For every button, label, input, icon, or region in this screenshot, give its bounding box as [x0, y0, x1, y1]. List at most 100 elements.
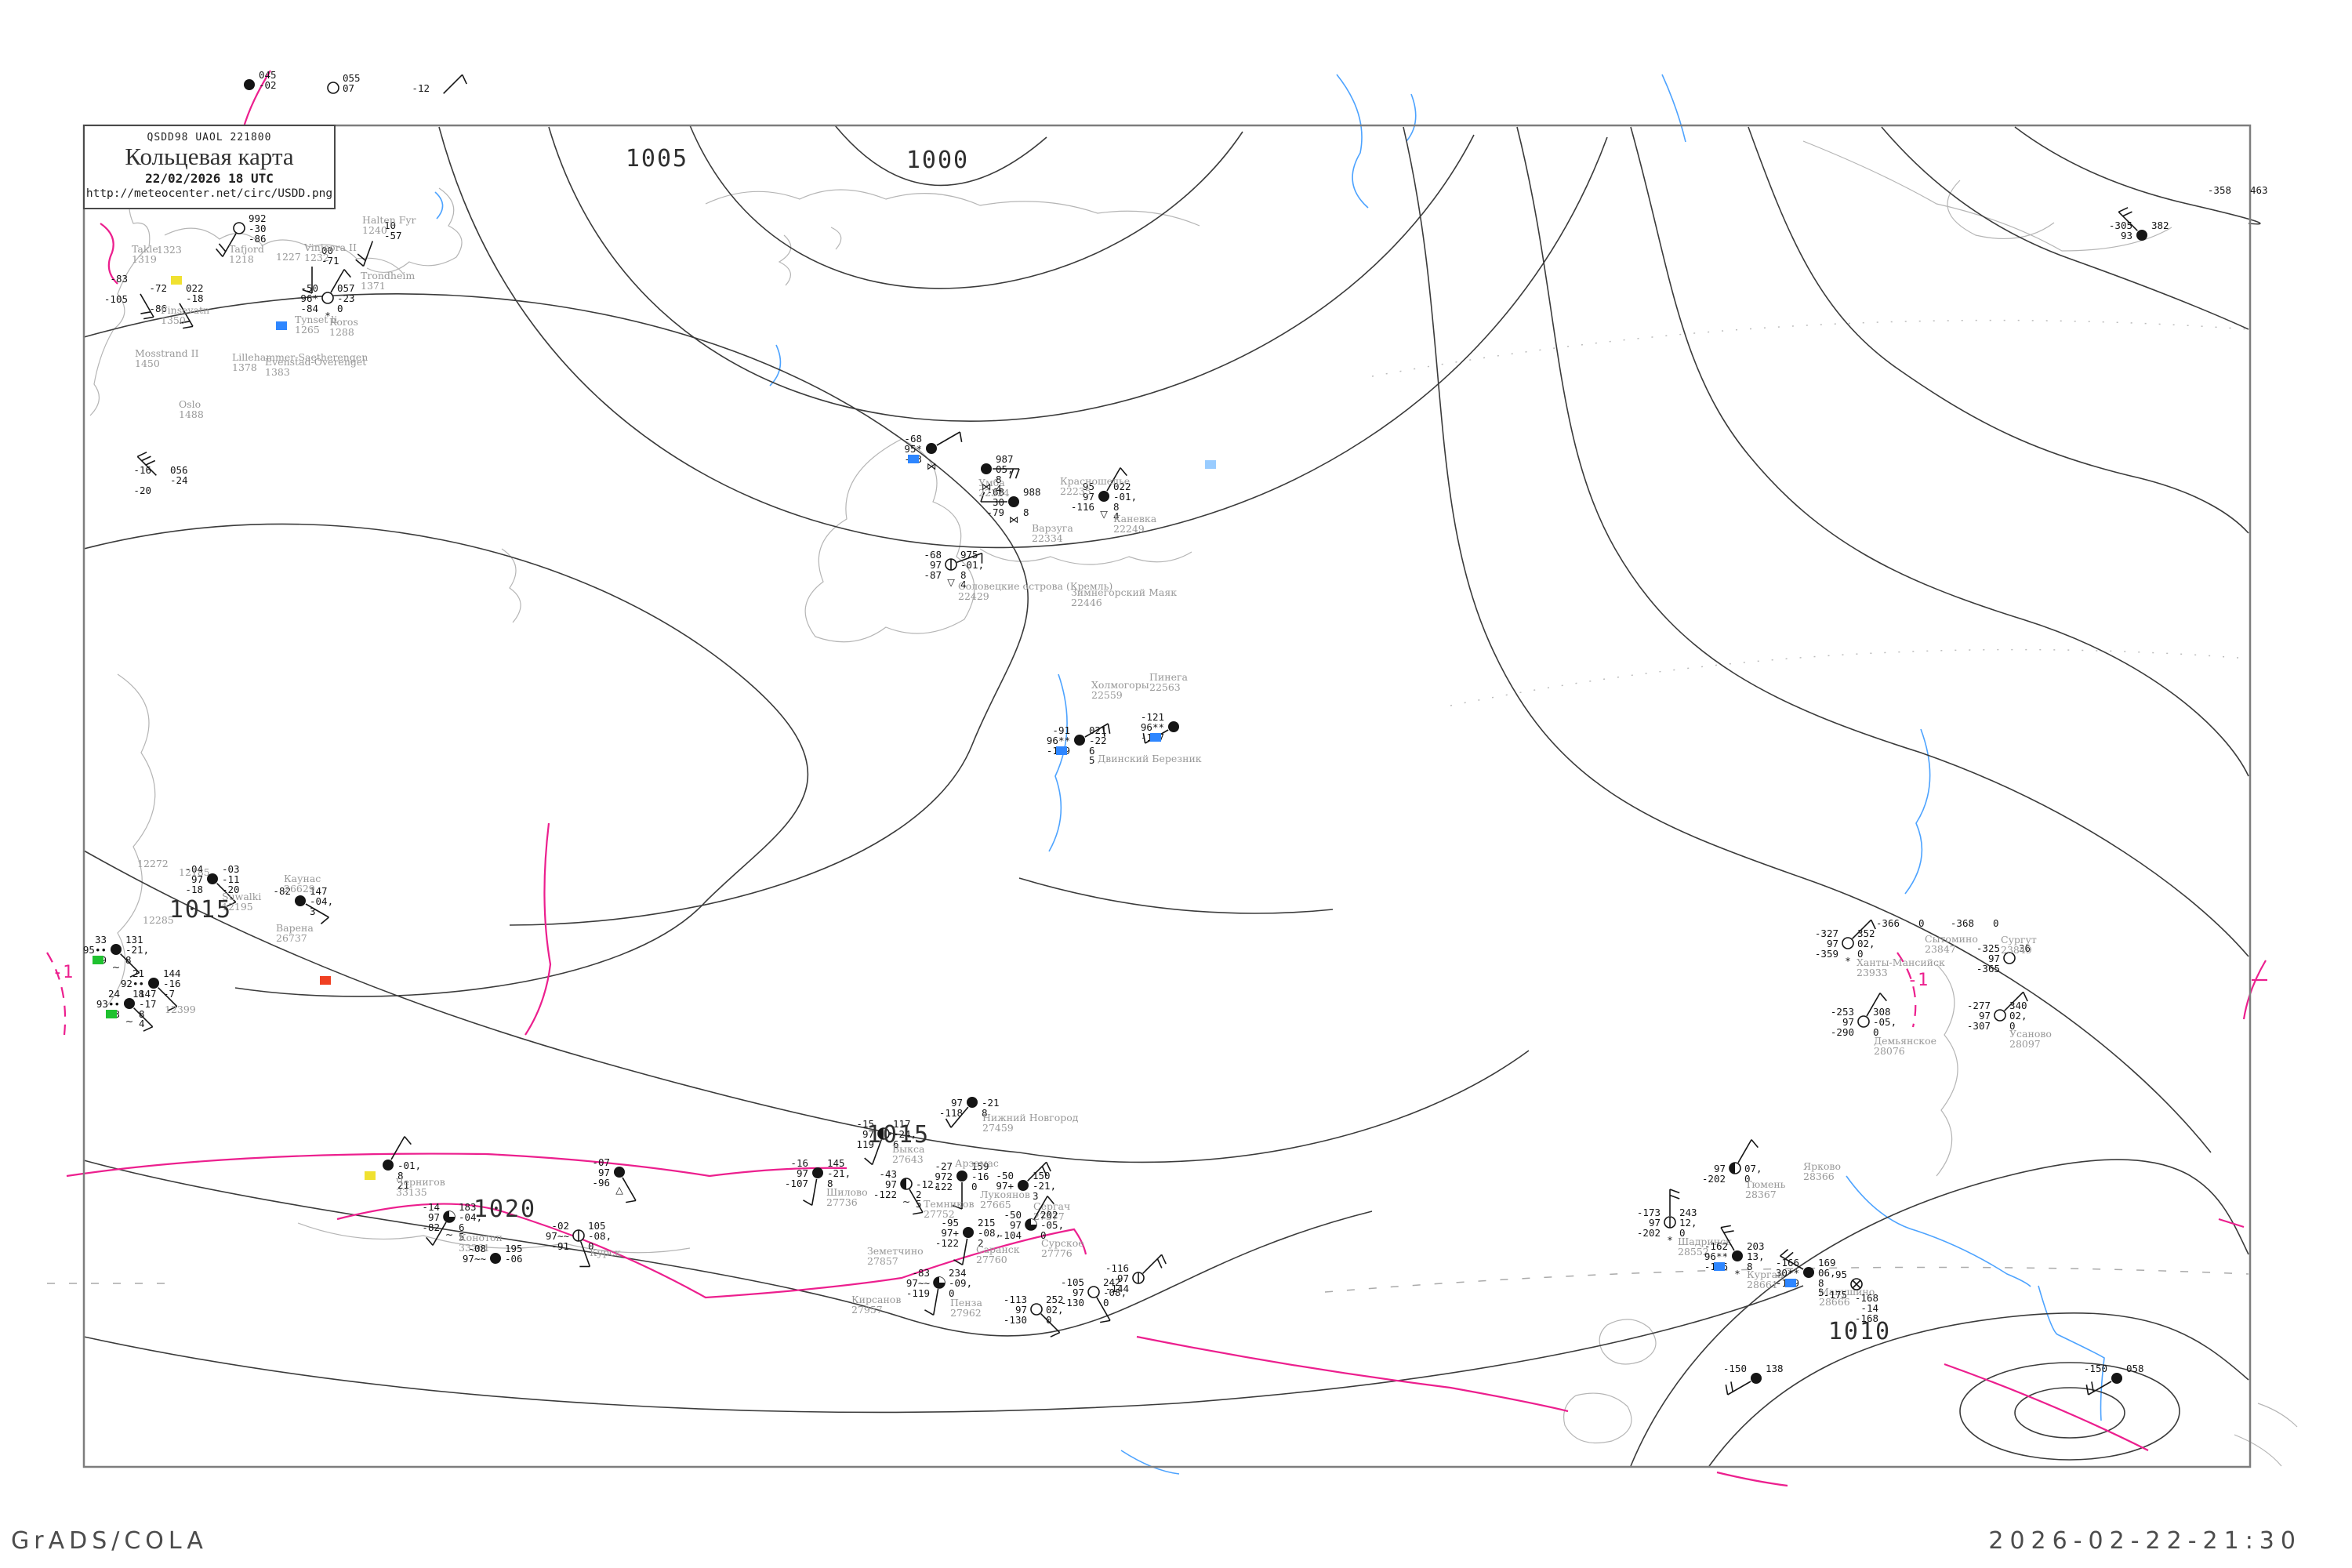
station-temperature: -253: [1831, 1006, 1854, 1018]
station-temperature: -166: [1776, 1257, 1799, 1269]
station-name: Trondheim: [361, 270, 415, 281]
station-plot: -72 -86 022-18: [149, 282, 204, 329]
station-pressure-change: 02,: [2009, 1010, 2027, 1022]
wind-barb: [909, 1189, 924, 1215]
station-value-low: -119: [906, 1287, 930, 1299]
station-value-right: 0: [1103, 1297, 1109, 1308]
station-dewpoint: 95∙∙: [83, 944, 107, 956]
isobar-label: 1000: [906, 147, 969, 174]
wind-barb: [216, 883, 237, 907]
weather-symbol: ▽: [947, 576, 955, 588]
render-timestamp: 2026-02-22-21:30: [1988, 1527, 2302, 1555]
cloud-cover-icon: [1857, 1015, 1870, 1028]
station-dewpoint: 97: [1988, 953, 2000, 964]
station-id: 1450: [135, 358, 160, 369]
station-temperature: -327: [1815, 927, 1838, 939]
station-value-low: -20: [133, 485, 151, 496]
station-pressure-change: 12,: [1679, 1217, 1697, 1229]
station-dewpoint: 93: [2121, 230, 2132, 241]
weather-symbol: *: [1668, 1234, 1672, 1246]
station-temperature: -95: [941, 1217, 959, 1229]
station-value-right: 8: [982, 1107, 988, 1119]
station-value-right: 6: [1089, 745, 1095, 757]
station-id: 22429: [958, 590, 989, 602]
isobar-label: 1015: [169, 896, 232, 924]
station-dewpoint: 97: [1083, 491, 1094, 503]
station-value-right: 8: [827, 1178, 833, 1189]
station-id: 23849: [2001, 944, 2032, 956]
station-value-right: 0: [1679, 1227, 1686, 1239]
station-temperature: -305: [2109, 220, 2132, 231]
station-pressure: 138: [1766, 1363, 1784, 1374]
station-temperature: -150: [1723, 1363, 1747, 1374]
wind-barb: [2118, 207, 2138, 231]
graticule-layer: [47, 319, 2249, 1293]
station-value-low: 119: [856, 1138, 874, 1150]
station-value-low: -175: [1824, 1289, 1847, 1301]
station-id: 1488: [179, 408, 204, 420]
station-name: Сытомино: [1925, 933, 1978, 945]
wind-barb: [1084, 723, 1111, 738]
station-pressure-change: 06,: [1818, 1267, 1836, 1279]
station-name: Ярково: [1803, 1160, 1841, 1172]
station-plot: -150 058: [2084, 1363, 2144, 1396]
station-pressure-change: 05,: [996, 463, 1014, 475]
station-name: Варзуга: [1032, 522, 1073, 534]
station-pressure: 117: [893, 1118, 911, 1130]
wind-barb: [1852, 919, 1876, 939]
station-dewpoint: 972: [935, 1171, 953, 1182]
station-layer: -9196**-109021-2265Холмогоры22559-12196*…: [83, 69, 2268, 1396]
station-name-label: 12285: [143, 914, 174, 926]
station-value-low: -79: [986, 506, 1004, 518]
station-name: Двинский Березник: [1098, 753, 1202, 764]
cloud-cover-icon: [812, 1167, 823, 1178]
station-name: Холмогоры: [1091, 679, 1149, 691]
cloud-cover-icon: [981, 463, 992, 474]
wind-barb: [622, 1177, 637, 1203]
station-pressure: 055: [343, 72, 361, 84]
cloud-cover-icon: [2111, 1373, 2122, 1384]
wind-barb: [1725, 1381, 1751, 1396]
cloud-cover-icon: [1098, 491, 1109, 502]
station-pressure: 169: [1818, 1257, 1836, 1269]
station-pressure: 131: [125, 934, 143, 946]
station-id: 27577: [1033, 1210, 1065, 1222]
map-frame: [82, 124, 2252, 1468]
station-temperature: -150: [2084, 1363, 2107, 1374]
station-value-right: 8: [1023, 506, 1029, 518]
station-value-right2: 5: [1818, 1287, 1824, 1298]
station-temperature: -358: [2208, 184, 2231, 196]
station-pressure-change: -22: [1089, 735, 1107, 746]
station-name: Пинега: [1149, 671, 1189, 683]
station-pressure: 215: [978, 1217, 996, 1229]
weather-symbol: ⋈: [1009, 514, 1019, 525]
cloud-quarter-clear: [1031, 1219, 1036, 1225]
station-value-right2: 5: [916, 1198, 922, 1210]
wind-barb: [1737, 1139, 1759, 1163]
station-temperature: -83: [912, 1267, 930, 1279]
station-plot: -168-14-168: [1855, 1292, 1878, 1324]
station-temperature: -162: [1704, 1240, 1728, 1252]
weather-symbol: *: [325, 310, 330, 321]
cloud-cover-icon: [327, 82, 339, 94]
station-pressure-change: -21,: [827, 1167, 851, 1179]
station-value-low: -105: [104, 293, 128, 305]
station-value-low: -290: [1831, 1026, 1854, 1038]
station-temperature: -325: [1976, 942, 2000, 954]
station-dewpoint: 97: [1015, 1304, 1027, 1316]
station-pressure-change: -57: [384, 230, 402, 241]
station-value-low: 18: [132, 988, 144, 1000]
